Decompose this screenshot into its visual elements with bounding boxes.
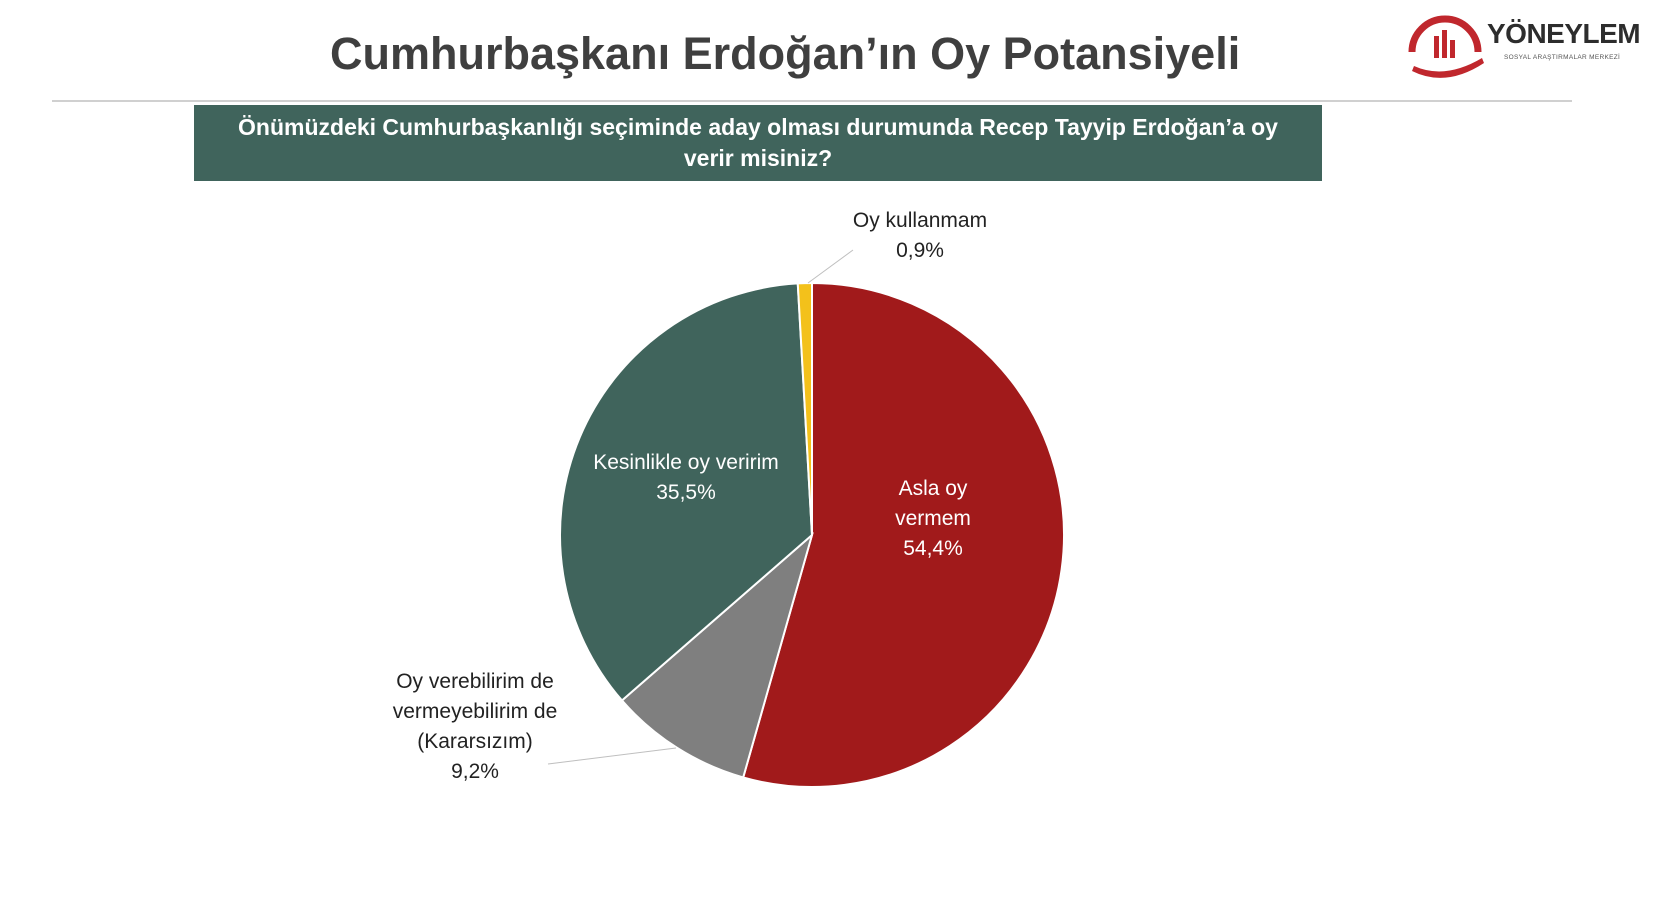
slice-name-label: vermeyebilirim de <box>393 700 558 723</box>
slice-kesinlikle-oy-veririm <box>559 282 814 702</box>
label-oy-kullanmam: Oy kullanmam 0,9% <box>853 209 987 262</box>
slice-name-label: (Kararsızım) <box>417 730 533 753</box>
label-kararsizim: Oy verebilirim de vermeyebilirim de (Karar… <box>393 670 558 783</box>
slice-value-label: 9,2% <box>451 760 499 783</box>
question-banner: Önümüzdeki Cumhurbaşkanlığı seçiminde ad… <box>194 105 1322 181</box>
title-divider <box>52 100 1572 102</box>
slice-name-label: Oy kullanmam <box>853 209 987 232</box>
logo-name: YÖNEYLEM <box>1487 18 1641 49</box>
slice-name-label: vermem <box>895 507 971 530</box>
slice-value-label: 35,5% <box>656 481 716 504</box>
slice-name-label: Kesinlikle oy veririm <box>593 451 779 474</box>
leader-line <box>547 747 677 765</box>
logo-icon <box>1408 15 1484 78</box>
label-kesinlikle-oy-veririm: Kesinlikle oy veririm 35,5% <box>593 451 779 504</box>
slice-asla-oy-vermem <box>741 281 1065 788</box>
slice-name-label: Oy verebilirim de <box>396 670 554 693</box>
label-asla-oy-vermem: Asla oy vermem 54,4% <box>895 477 971 560</box>
slice-value-label: 0,9% <box>896 239 944 262</box>
slice-value-label: 54,4% <box>903 537 963 560</box>
page-title: Cumhurbaşkanı Erdoğan’ın Oy Potansiyeli <box>330 28 1241 79</box>
slice-kararsizim <box>620 532 814 779</box>
question-text: Önümüzdeki Cumhurbaşkanlığı seçiminde ad… <box>238 114 1278 171</box>
logo-subtitle: SOSYAL ARAŞTIRMALAR MERKEZİ <box>1504 54 1621 61</box>
slice-oy-kullanmam <box>796 281 813 536</box>
slice-name-label: Asla oy <box>899 477 968 500</box>
leader-line <box>807 249 854 284</box>
